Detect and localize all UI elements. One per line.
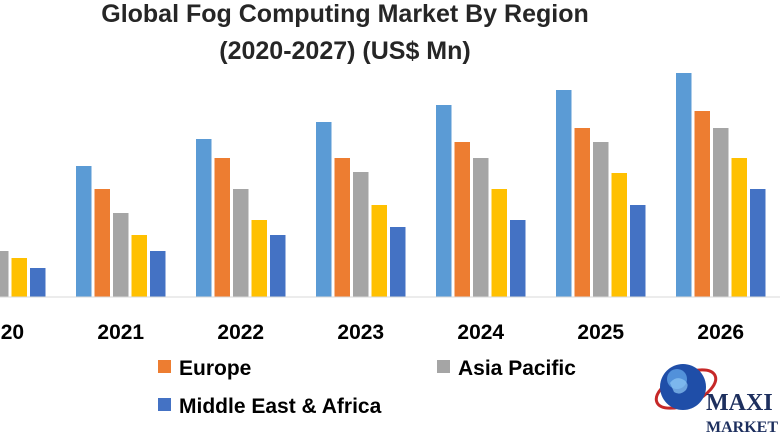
- bar-2026-series-2: [694, 111, 710, 297]
- x-tick-label: 2020: [0, 321, 24, 344]
- bar-2026-series-1: [676, 73, 692, 297]
- bar-2020-series-4: [11, 258, 27, 297]
- bar-2024-series-5: [510, 220, 526, 297]
- bar-2025-series-5: [630, 205, 646, 297]
- bar-2024-series-4: [491, 189, 507, 297]
- bar-2026-series-4: [731, 158, 747, 297]
- x-tick-label: 2024: [457, 321, 504, 344]
- bar-2025-series-4: [611, 173, 627, 297]
- bar-2025-series-1: [556, 90, 572, 297]
- bar-2024-series-1: [436, 105, 452, 297]
- legend-label-5: Middle East & Africa: [179, 395, 382, 418]
- legend-swatch-3: [437, 360, 450, 373]
- bar-2024-series-3: [473, 158, 489, 297]
- logo-text-line2: MARKET R: [706, 419, 780, 436]
- bar-2021-series-3: [113, 213, 129, 297]
- x-tick-label: 2023: [337, 321, 384, 344]
- bar-2020-series-5: [30, 268, 46, 297]
- legend: AmericaEuropeAsia PacificAmericaMiddle E…: [158, 357, 576, 418]
- bar-2023-series-1: [316, 122, 332, 297]
- legend-label-3: Asia Pacific: [458, 357, 576, 380]
- bar-2026-series-5: [750, 189, 766, 297]
- bar-2022-series-4: [251, 220, 267, 297]
- bar-2024-series-2: [454, 142, 470, 297]
- bar-2021-series-1: [76, 166, 92, 297]
- x-tick-label: 2021: [97, 321, 144, 344]
- bar-2022-series-5: [270, 235, 286, 297]
- bar-2020-series-3: [0, 251, 9, 297]
- x-tick-label: 2026: [697, 321, 744, 344]
- x-tick-label: 2025: [577, 321, 624, 344]
- globe-icon: [654, 364, 718, 410]
- x-tick-label: 2022: [217, 321, 264, 344]
- legend-swatch-2: [158, 360, 171, 373]
- chart-subtitle: (2020-2027) (US$ Mn): [219, 37, 470, 65]
- bar-2021-series-5: [150, 251, 166, 297]
- legend-label-2: Europe: [179, 357, 251, 380]
- bar-2022-series-2: [214, 158, 230, 297]
- bar-2025-series-2: [574, 128, 590, 297]
- bar-2026-series-3: [713, 128, 729, 297]
- bar-2023-series-5: [390, 227, 406, 297]
- bar-2025-series-3: [593, 142, 609, 297]
- x-tick-labels: 2020 2021 2022 2023 2024 2025 2026: [0, 321, 744, 344]
- bar-2022-series-1: [196, 139, 212, 297]
- bar-2023-series-4: [371, 205, 387, 297]
- company-logo: MAXI MARKET R: [654, 364, 780, 436]
- bar-2023-series-2: [334, 158, 350, 297]
- legend-swatch-5: [158, 398, 171, 411]
- bars-group: [0, 73, 766, 297]
- chart-title: Global Fog Computing Market By Region: [101, 0, 589, 28]
- bar-2021-series-4: [131, 235, 147, 297]
- bar-2022-series-3: [233, 189, 249, 297]
- bar-2023-series-3: [353, 172, 369, 297]
- logo-text-line1: MAXI: [706, 390, 773, 416]
- bar-2021-series-2: [94, 189, 110, 297]
